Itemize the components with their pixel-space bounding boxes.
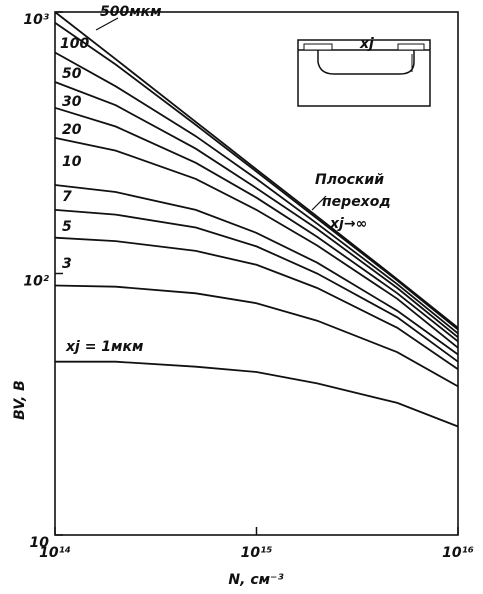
curve [54,51,459,335]
inset-pad [397,43,425,51]
curve-label: 5 [62,219,72,235]
curve-label: 50 [62,66,82,82]
inset-junction [317,50,415,75]
y-tick-label: 10³ [23,12,49,28]
x-axis-label: N, см⁻³ [228,572,283,588]
inset-frame [297,39,431,107]
annotation: Плоский [315,172,384,188]
curve [54,236,459,371]
curve [54,284,459,388]
curve [54,81,459,338]
inset [297,39,431,107]
curve-label: 500мкм [100,4,162,20]
curve [54,106,459,343]
plot-frame [54,11,459,536]
curve-label: 10 [62,154,82,170]
curve-label: 100 [60,36,89,52]
curve [54,11,459,329]
inset-pad [303,43,333,51]
curve-label: 3 [62,256,72,272]
curve-label: xj = 1мкм [65,339,143,355]
x-tick-label: 10¹⁴ [39,545,71,561]
y-tick-label: 10 [30,535,50,551]
inset-label: xj [359,36,374,52]
annotation: переход [322,194,391,210]
curve-label: 20 [62,122,82,138]
curve [54,137,459,349]
curve [55,360,459,428]
x-tick-label: 10¹⁶ [442,545,474,561]
curve-label: 30 [62,94,82,110]
curve [54,21,459,331]
annotation: xj→∞ [329,216,367,232]
curve-label: 7 [62,189,72,205]
curve [54,184,459,356]
annotation-arrow [311,195,327,211]
annotation-arrow [95,17,119,31]
curve [54,209,459,363]
y-tick-label: 10² [23,274,49,290]
x-tick-label: 10¹⁵ [241,545,273,561]
y-axis-label: BV, B [12,380,28,420]
